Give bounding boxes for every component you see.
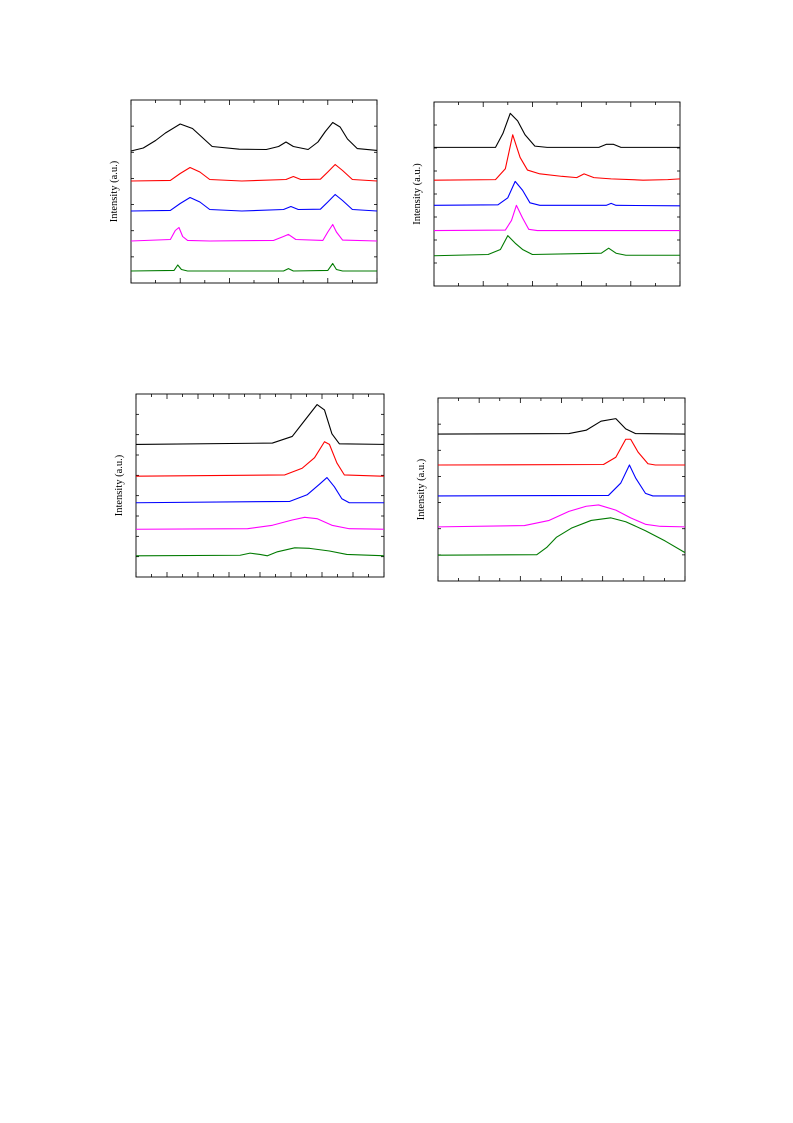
series-line-4 [135,516,385,530]
series-line-2 [135,441,385,477]
series-line-2 [130,163,378,182]
chart-panel-bottom-right: Intensity (a.u.) [405,390,705,590]
y-axis-label: Intensity (a.u.) [114,454,125,516]
series-line-1 [434,112,680,148]
series-line-3 [433,180,681,207]
chart-svg: Intensity (a.u.) [412,101,681,287]
y-axis-label: Intensity (a.u.) [412,163,423,225]
series-line-1 [135,404,385,445]
chart-panel-top-left: Intensity (a.u.) [100,95,400,295]
series-line-4 [437,504,686,528]
series-line-2 [437,438,685,466]
plot-frame [437,397,686,582]
series-line-5 [135,547,385,557]
series-line-4 [433,204,680,232]
series-line-3 [135,476,384,504]
y-axis-label: Intensity (a.u.) [416,458,427,520]
chart-panel-bottom-left: Intensity (a.u.) [100,390,400,590]
series-line-5 [130,262,377,272]
chart-svg: Intensity (a.u.) [114,393,385,578]
series-line-1 [130,121,378,152]
plot-frame [135,393,385,578]
chart-svg: Intensity (a.u.) [416,397,686,582]
series-line-2 [433,134,681,181]
y-axis-label: Intensity (a.u.) [109,160,120,222]
series-line-5 [433,235,680,257]
series-line-5 [437,517,686,556]
series-line-3 [437,464,685,497]
series-line-3 [130,193,378,212]
chart-svg: Intensity (a.u.) [109,99,378,284]
chart-panel-top-right: Intensity (a.u.) [405,95,705,295]
series-line-1 [437,418,686,435]
series-line-4 [130,223,378,242]
plot-frame [433,101,681,287]
